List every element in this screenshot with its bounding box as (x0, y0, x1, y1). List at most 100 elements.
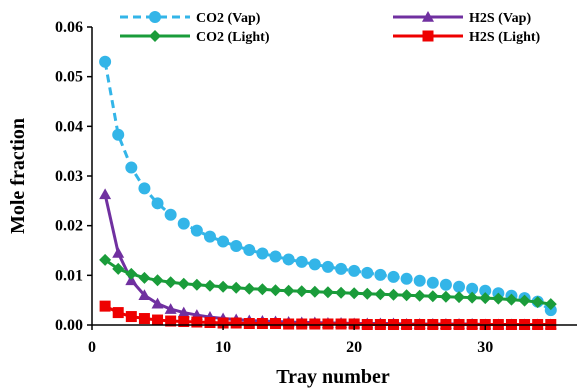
data-point (518, 294, 531, 307)
legend-entry: CO2 (Vap) (120, 11, 261, 26)
x-tick-label: 10 (215, 339, 231, 356)
data-point (112, 246, 125, 258)
legend: CO2 (Vap) H2S (Vap) CO2 (Light) H2S (Light) (120, 11, 541, 45)
y-tick-label: 0.04 (55, 118, 83, 135)
legend-swatch-marker (422, 30, 434, 42)
series-0 (99, 55, 557, 317)
data-point (335, 286, 348, 299)
data-point (230, 240, 243, 253)
data-point (151, 274, 164, 287)
data-point (217, 235, 230, 248)
data-point (308, 258, 321, 271)
data-point (466, 291, 479, 304)
data-point (203, 279, 216, 292)
y-tick-label: 0.05 (55, 69, 83, 86)
data-point (256, 247, 269, 260)
data-point (295, 255, 308, 268)
data-point (479, 292, 492, 305)
data-point (426, 290, 439, 303)
data-point (99, 55, 112, 68)
data-point (374, 288, 387, 301)
data-point (335, 318, 347, 330)
data-point (165, 315, 177, 327)
data-point (177, 306, 190, 318)
y-tick-label: 0.01 (55, 267, 83, 284)
data-point (138, 289, 151, 300)
data-point (387, 270, 400, 283)
data-point (230, 281, 243, 294)
data-point (190, 224, 203, 237)
data-point (335, 262, 348, 275)
data-point (178, 316, 190, 328)
legend-swatch-marker (149, 30, 161, 42)
data-point (177, 217, 190, 230)
data-point (191, 316, 203, 328)
data-point (348, 287, 361, 300)
data-point (138, 271, 151, 284)
data-point (217, 317, 229, 329)
legend-label: CO2 (Light) (196, 30, 270, 45)
data-point (321, 286, 334, 299)
data-point (256, 318, 268, 330)
legend-label: H2S (Vap) (469, 11, 531, 26)
data-point (505, 293, 518, 306)
x-tick-label: 30 (477, 339, 493, 356)
data-point (164, 276, 177, 289)
data-point (125, 267, 138, 280)
data-point (400, 289, 413, 302)
data-point (348, 264, 361, 277)
data-point (492, 292, 505, 305)
data-point (112, 307, 124, 319)
x-tick-label: 20 (346, 339, 362, 356)
data-point (322, 318, 334, 330)
data-point (361, 287, 374, 300)
legend-swatch-marker (149, 11, 161, 23)
data-point (164, 303, 177, 314)
data-point (164, 208, 177, 221)
data-point (125, 161, 138, 174)
y-tick-label: 0.02 (55, 218, 83, 235)
data-point (177, 277, 190, 290)
data-point (243, 244, 256, 257)
data-point (361, 266, 374, 279)
data-point (296, 318, 308, 330)
data-point (125, 311, 137, 323)
legend-label: CO2 (Vap) (196, 11, 261, 26)
series-2 (99, 253, 557, 311)
data-point (112, 262, 125, 275)
data-point (99, 300, 111, 312)
data-point (374, 268, 387, 281)
legend-entry: H2S (Vap) (393, 11, 531, 26)
data-point (243, 282, 256, 295)
x-axis-title: Tray number (276, 366, 390, 388)
data-point (321, 260, 334, 273)
data-point (269, 284, 282, 297)
data-point (217, 280, 230, 293)
data-point (453, 280, 466, 293)
y-tick-label: 0.06 (55, 19, 83, 36)
data-point (479, 284, 492, 297)
data-point (413, 274, 426, 287)
data-point (282, 284, 295, 297)
data-point (138, 313, 150, 325)
data-point (295, 285, 308, 298)
data-point (270, 318, 282, 330)
series-layer (99, 55, 557, 331)
data-point (282, 253, 295, 266)
data-point (138, 182, 151, 195)
data-point (453, 291, 466, 304)
data-point (151, 297, 164, 309)
y-axis-title: Mole fraction (7, 118, 29, 234)
legend-entry: CO2 (Light) (120, 30, 270, 45)
data-point (439, 290, 452, 303)
y-tick-label: 0.00 (55, 317, 83, 334)
x-tick-label: 0 (88, 339, 96, 356)
legend-label: H2S (Light) (469, 30, 541, 45)
data-point (531, 296, 544, 309)
data-point (544, 298, 557, 311)
data-point (400, 272, 413, 285)
data-point (269, 250, 282, 263)
y-tick-label: 0.03 (55, 168, 83, 185)
data-point (152, 314, 164, 326)
